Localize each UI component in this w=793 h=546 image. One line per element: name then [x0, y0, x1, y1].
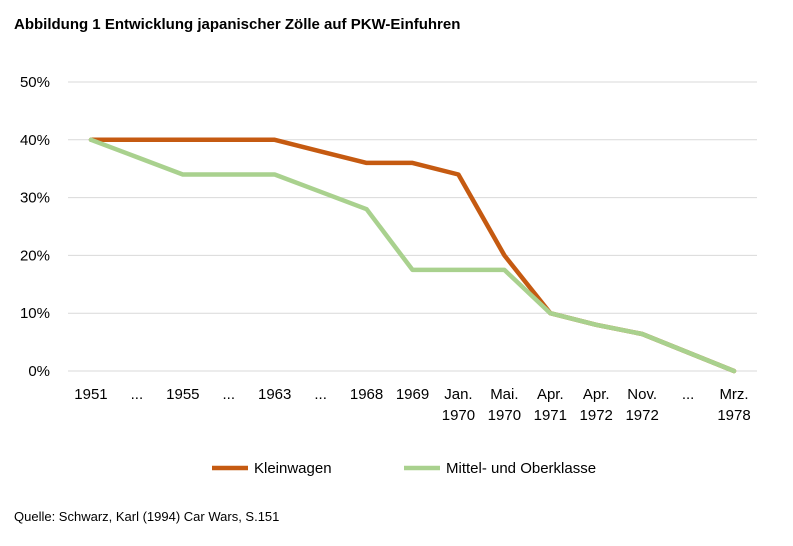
x-tick-label: 1969	[396, 386, 429, 403]
chart-title: Abbildung 1 Entwicklung japanischer Zöll…	[14, 16, 461, 33]
gridlines	[68, 81, 757, 372]
x-axis-ticks: 1951... 1955... 1963... 1968 1969 Jan. 1970 Mai…	[74, 386, 750, 424]
y-tick-label: 40%	[20, 132, 50, 149]
x-tick-label: Apr. 1971	[534, 386, 567, 424]
x-tick-label: ...	[314, 386, 327, 403]
series-line-2	[88, 137, 737, 374]
x-tick-label: ...	[131, 386, 144, 403]
y-tick-label: 10%	[20, 305, 50, 322]
legend-label: Kleinwagen	[254, 460, 332, 477]
y-tick-label: 50%	[20, 74, 50, 91]
series-lines	[88, 137, 737, 374]
source-note: Quelle: Schwarz, Karl (1994) Car Wars, S…	[14, 509, 280, 524]
y-axis-ticks: 0% 10% 20% 30% 40% 50%	[20, 74, 50, 380]
x-tick-label: 1963	[258, 386, 291, 403]
x-tick-label: 1955	[166, 386, 199, 403]
x-tick-label: 1968	[350, 386, 383, 403]
x-tick-label: Nov. 1972	[625, 386, 658, 424]
x-tick-label: ...	[682, 386, 695, 403]
y-tick-label: 30%	[20, 190, 50, 207]
y-tick-label: 20%	[20, 247, 50, 264]
x-tick-label: Apr. 1972	[580, 386, 613, 424]
x-tick-label: 1951	[74, 386, 107, 403]
x-tick-label: ...	[223, 386, 236, 403]
x-tick-label: Jan. 1970	[442, 386, 475, 424]
legend-label: Mittel- und Oberklasse	[446, 460, 596, 477]
x-tick-label: Mai. 1970	[488, 386, 521, 424]
legend: Kleinwagen Mittel- und Oberklasse	[212, 460, 596, 477]
x-tick-label: Mrz. 1978	[717, 386, 750, 424]
y-tick-label: 0%	[28, 363, 50, 380]
